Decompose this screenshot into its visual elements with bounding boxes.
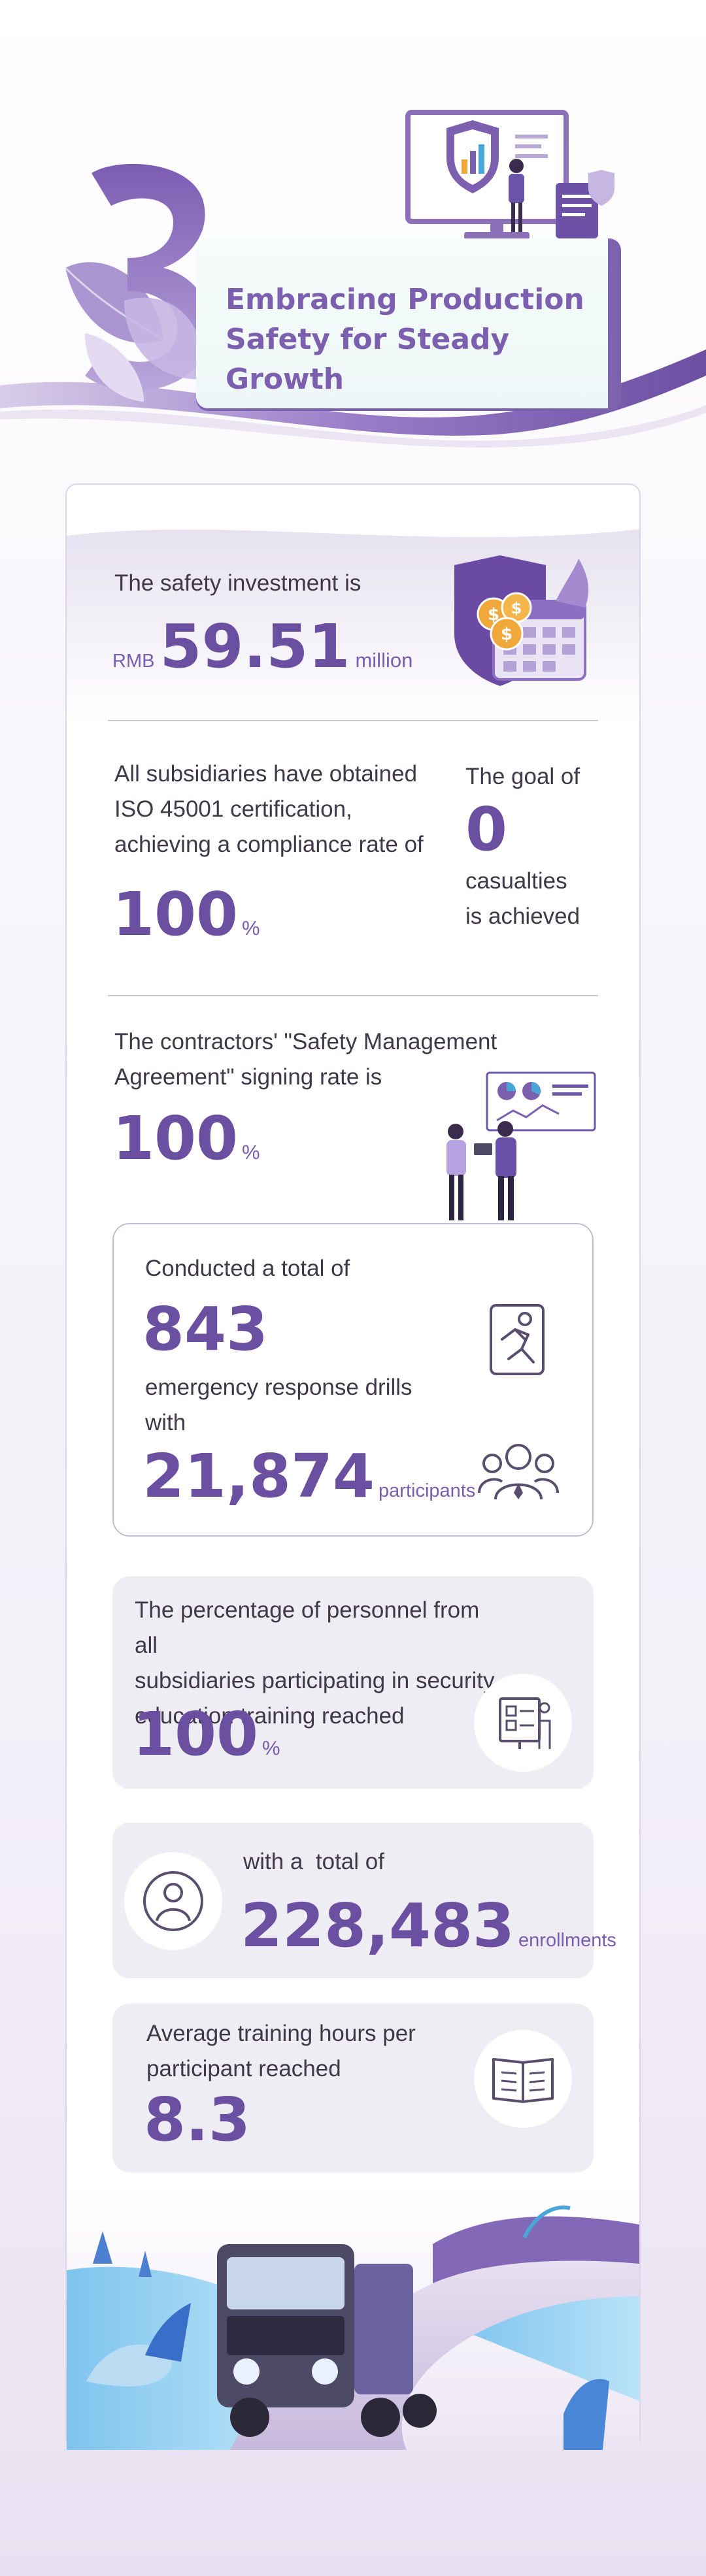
shield-chart-icon [446,120,548,193]
participants-unit: participants [378,1480,476,1501]
hours-label: Average training hours per participant r… [146,2016,416,2087]
hours-label-line: participant reached [146,2056,341,2081]
running-person-icon [490,1304,545,1375]
safety-investment-value: 59.51 [160,611,350,681]
coin-calendar-icon: $ $ $ [454,555,589,686]
contractors-label-line: The contractors' "Safety Management [114,1029,497,1054]
currency-prefix: RMB [112,651,155,672]
drills-middle-text: emergency response drills with [145,1370,412,1441]
contractors-value: 100 [112,1103,239,1173]
training-label: The percentage of personnel from all sub… [135,1593,501,1734]
truck-illustration [67,2185,639,2450]
open-book-icon [492,2058,554,2103]
drills-middle-line: with [145,1410,186,1435]
drills-middle-line: emergency response drills [145,1375,412,1400]
section-title-line: Embracing Production [226,283,584,316]
safety-investment-figure: RMB 59.51 million [112,611,412,683]
casualties-label: The goal of [465,764,580,789]
drills-value: 843 [143,1294,269,1364]
contractors-label-line: Agreement" signing rate is [114,1064,382,1090]
document-shield-icon [556,170,614,238]
standing-woman-illustration [509,159,524,232]
enrollments-figure: 228,483 enrollments [241,1890,616,1962]
training-board-icon [499,1697,551,1749]
training-value: 100 [133,1699,259,1769]
group-people-icon [478,1444,559,1500]
training-label-line: subsidiaries participating in security [135,1668,495,1693]
safety-investment-unit: million [355,649,413,672]
iso-label-line: achieving a compliance rate of [114,832,424,857]
section-title-box [196,238,621,408]
leaf-decoration [64,262,204,402]
enrollments-unit: enrollments [518,1930,616,1951]
hours-value: 8.3 [144,2085,250,2155]
divider [108,995,598,996]
contractors-label: The contractors' "Safety Management Agre… [114,1024,572,1095]
contractors-figure: 100 % [112,1103,260,1175]
monitor-illustration [405,110,569,224]
iso-unit: % [242,917,260,939]
monitor-stand [464,219,530,240]
training-unit: % [262,1736,280,1759]
svg-text:$: $ [501,625,513,644]
user-icon [143,1871,203,1931]
divider [108,720,598,721]
training-figure: 100 % [133,1699,280,1770]
hours-label-line: Average training hours per [146,2021,416,2046]
user-icon-circle [124,1852,222,1950]
casualties-caption-line: is achieved [465,904,580,929]
enrollments-label: with a total of [243,1849,384,1874]
casualties-caption-line: casualties [465,868,567,894]
safety-investment-label: The safety investment is [114,570,361,596]
casualties-caption: casualties is achieved [465,864,580,934]
svg-text:$: $ [488,605,499,625]
iso-label-line: All subsidiaries have obtained [114,761,418,787]
enrollments-value: 228,483 [241,1891,515,1961]
training-icon-circle [474,1674,572,1772]
section-title-line: Safety for Steady [226,323,510,356]
header-wave-decoration [0,350,706,448]
presentation-people-icon [446,1071,596,1220]
training-label-line: education training reached [135,1703,405,1729]
participants-value: 21,874 [143,1441,375,1511]
drills-label: Conducted a total of [145,1256,350,1281]
training-label-line: The percentage of personnel from all [135,1597,480,1658]
svg-text:$: $ [511,599,522,617]
iso-label-line: ISO 45001 certification, [114,796,352,822]
participants-figure: 21,874 participants [143,1441,475,1512]
book-icon-circle [474,2030,572,2128]
iso-figure: 100 % [112,879,260,951]
casualties-value: 0 [465,794,508,864]
section-title: Embracing Production Safety for Steady G… [226,280,592,399]
section-title-line: Growth [226,363,345,396]
contractors-unit: % [242,1141,260,1164]
iso-value: 100 [112,879,239,949]
iso-label: All subsidiaries have obtained ISO 45001… [114,757,454,862]
